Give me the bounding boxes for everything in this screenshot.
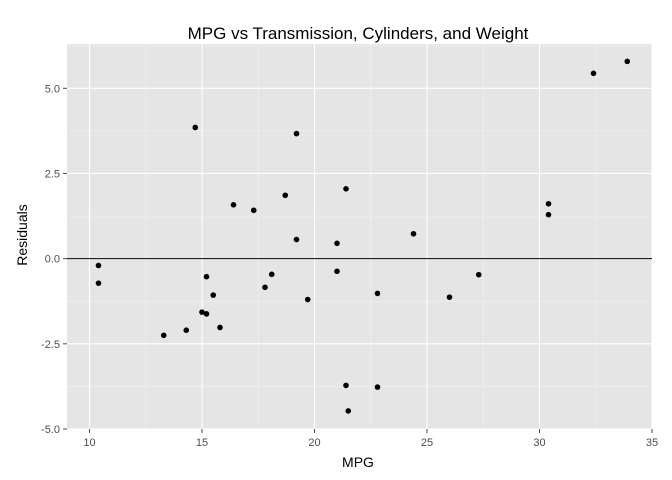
x-axis-ticks: 10 15 20 25 30 35 (83, 429, 658, 449)
data-point (304, 296, 311, 303)
data-point (268, 271, 275, 278)
data-point (343, 382, 349, 389)
x-tick-label: 35 (646, 437, 658, 449)
plot-panel (67, 44, 652, 429)
data-point (590, 70, 597, 77)
x-tick-label: 15 (196, 437, 208, 449)
data-point (183, 327, 190, 333)
data-point (343, 186, 349, 192)
data-point (334, 268, 340, 275)
data-point (624, 58, 631, 65)
y-axis-title: Residuals (14, 204, 30, 265)
chart-title: MPG vs Transmission, Cylinders, and Weig… (188, 24, 529, 43)
data-point (374, 290, 381, 297)
y-tick-label: 0.0 (45, 254, 60, 266)
data-point (545, 211, 552, 218)
data-point (282, 192, 289, 199)
data-point (446, 294, 453, 300)
data-point (475, 271, 482, 278)
x-tick-label: 10 (83, 437, 95, 449)
data-point (203, 311, 210, 317)
panel-background (67, 44, 652, 429)
data-point (95, 262, 102, 269)
data-point (192, 124, 199, 131)
data-points (95, 58, 631, 414)
data-point (199, 309, 205, 315)
y-tick-label: -2.5 (41, 339, 60, 351)
data-point (334, 240, 340, 247)
data-point (250, 207, 257, 214)
data-point (293, 130, 300, 137)
data-point (410, 230, 417, 237)
data-point (217, 324, 223, 331)
y-tick-label: 5.0 (45, 83, 60, 95)
data-point (545, 200, 552, 207)
data-point (374, 384, 381, 390)
y-tick-label: -5.0 (41, 424, 60, 436)
data-point (160, 332, 167, 339)
data-point (345, 408, 352, 414)
x-tick-label: 30 (533, 437, 545, 449)
y-tick-label: 2.5 (45, 168, 60, 180)
data-point (230, 202, 237, 208)
x-axis-title: MPG (342, 454, 374, 470)
data-point (293, 236, 300, 243)
x-tick-label: 25 (421, 437, 433, 449)
data-point (210, 292, 217, 298)
y-axis-ticks: -5.0 -2.5 0.0 2.5 5.0 (41, 83, 67, 436)
data-point (95, 280, 102, 286)
data-point (262, 284, 268, 291)
x-tick-label: 20 (308, 437, 320, 449)
data-point (203, 273, 210, 280)
